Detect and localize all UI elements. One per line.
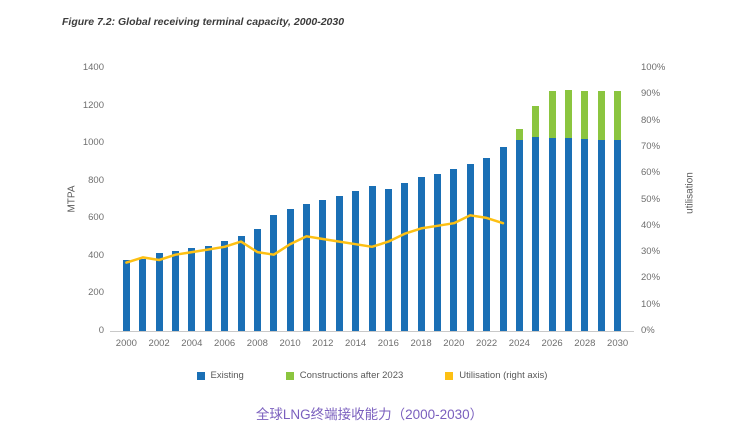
bar-existing-2024 xyxy=(515,140,523,331)
bar-existing-2025 xyxy=(532,136,540,331)
bar-existing-2015 xyxy=(368,186,376,331)
bar-existing-2029 xyxy=(597,140,605,331)
right-axis-tick: 50% xyxy=(641,193,661,205)
x-axis-tick: 2014 xyxy=(345,338,367,349)
left-axis-tick: 400 xyxy=(88,249,104,261)
bar-existing-2023 xyxy=(499,146,507,331)
x-axis-tick: 2012 xyxy=(312,338,334,349)
left-axis-tick: 1000 xyxy=(82,137,104,149)
x-axis-tick: 2020 xyxy=(443,338,465,349)
bar-construction-2026 xyxy=(548,90,556,138)
constructions-swatch-icon xyxy=(285,372,294,380)
bar-existing-2019 xyxy=(434,174,441,331)
bar-construction-2024 xyxy=(515,129,523,141)
figure-caption: 全球LNG终端接收能力（2000-2030） xyxy=(255,407,484,422)
bar-existing-2013 xyxy=(335,195,343,331)
x-axis-tick: 2008 xyxy=(246,338,268,349)
x-axis-tick: 2000 xyxy=(115,338,137,349)
bar-existing-2011 xyxy=(303,204,310,331)
x-axis-tick: 2028 xyxy=(574,338,596,349)
legend-label: Constructions after 2023 xyxy=(299,370,404,381)
left-axis-tick: 800 xyxy=(88,174,104,186)
bar-existing-2004 xyxy=(188,248,196,331)
right-axis-tick: 80% xyxy=(641,114,661,126)
bar-existing-2005 xyxy=(204,245,212,331)
bar-existing-2010 xyxy=(286,208,294,331)
bar-existing-2017 xyxy=(401,182,409,331)
legend: Existing Constructions after 2023 Utilis… xyxy=(110,370,634,382)
utilisation-swatch-icon xyxy=(445,372,454,380)
left-axis-tick: 200 xyxy=(88,287,104,299)
bar-existing-2020 xyxy=(450,168,458,331)
figure-title: Figure 7.2: Global receiving terminal ca… xyxy=(62,16,345,28)
bar-existing-2008 xyxy=(253,228,261,331)
right-axis-tick: 60% xyxy=(641,167,661,179)
left-axis-title: MTPA xyxy=(66,185,78,213)
right-axis-tick: 0% xyxy=(641,325,655,336)
bar-existing-2014 xyxy=(352,191,360,331)
x-axis-tick: 2016 xyxy=(377,338,399,349)
existing-swatch-icon xyxy=(196,372,205,380)
bar-construction-2025 xyxy=(532,105,540,137)
bar-existing-2026 xyxy=(548,137,556,331)
legend-item-existing: Existing xyxy=(196,370,244,382)
x-axis-tick: 2004 xyxy=(181,338,203,349)
bar-existing-2002 xyxy=(155,253,163,331)
x-axis-tick: 2010 xyxy=(279,338,301,349)
bar-construction-2029 xyxy=(597,90,605,141)
right-axis-tick: 40% xyxy=(641,219,661,231)
right-axis-tick: 90% xyxy=(641,88,661,100)
bar-existing-2030 xyxy=(614,140,622,331)
bar-construction-2027 xyxy=(565,89,572,139)
legend-item-constructions: Constructions after 2023 xyxy=(285,370,404,382)
bar-existing-2012 xyxy=(319,200,327,331)
left-axis-tick: 1200 xyxy=(82,99,104,111)
left-axis-tick: 0 xyxy=(98,325,104,336)
x-axis-tick: 2024 xyxy=(508,338,530,349)
legend-label: Utilisation (right axis) xyxy=(459,370,548,381)
bar-existing-2028 xyxy=(581,139,589,331)
bar-existing-2003 xyxy=(172,251,179,331)
bar-existing-2021 xyxy=(466,163,474,331)
x-axis-tick: 2022 xyxy=(476,338,498,349)
bar-construction-2028 xyxy=(581,90,589,140)
legend-label: Existing xyxy=(210,370,244,381)
x-axis-tick: 2026 xyxy=(541,338,563,349)
bar-existing-2001 xyxy=(139,258,147,331)
left-axis-tick: 600 xyxy=(88,212,104,224)
bar-construction-2030 xyxy=(614,90,622,141)
left-axis-tick: 1400 xyxy=(82,62,104,73)
bar-existing-2009 xyxy=(270,215,278,331)
right-axis-tick: 30% xyxy=(641,246,661,258)
right-axis-title: utilisation xyxy=(684,172,696,214)
right-axis-tick: 10% xyxy=(641,298,661,310)
x-axis-tick: 2002 xyxy=(148,338,170,349)
x-axis-tick: 2018 xyxy=(410,338,432,349)
x-axis-tick: 2006 xyxy=(214,338,236,349)
right-axis-tick: 20% xyxy=(641,272,661,284)
bar-existing-2006 xyxy=(221,240,229,331)
bar-existing-2022 xyxy=(483,158,491,331)
legend-item-utilisation: Utilisation (right axis) xyxy=(445,370,547,382)
bar-existing-2018 xyxy=(417,176,425,331)
x-axis-tick: 2030 xyxy=(607,338,629,349)
utilisation-line xyxy=(125,214,505,264)
right-axis-tick: 70% xyxy=(641,140,661,152)
bar-existing-2007 xyxy=(237,236,245,331)
right-axis-tick: 100% xyxy=(641,62,666,73)
bar-existing-2016 xyxy=(384,189,392,331)
plot-area xyxy=(110,68,634,332)
bar-existing-2027 xyxy=(565,138,572,331)
bar-existing-2000 xyxy=(122,259,130,331)
